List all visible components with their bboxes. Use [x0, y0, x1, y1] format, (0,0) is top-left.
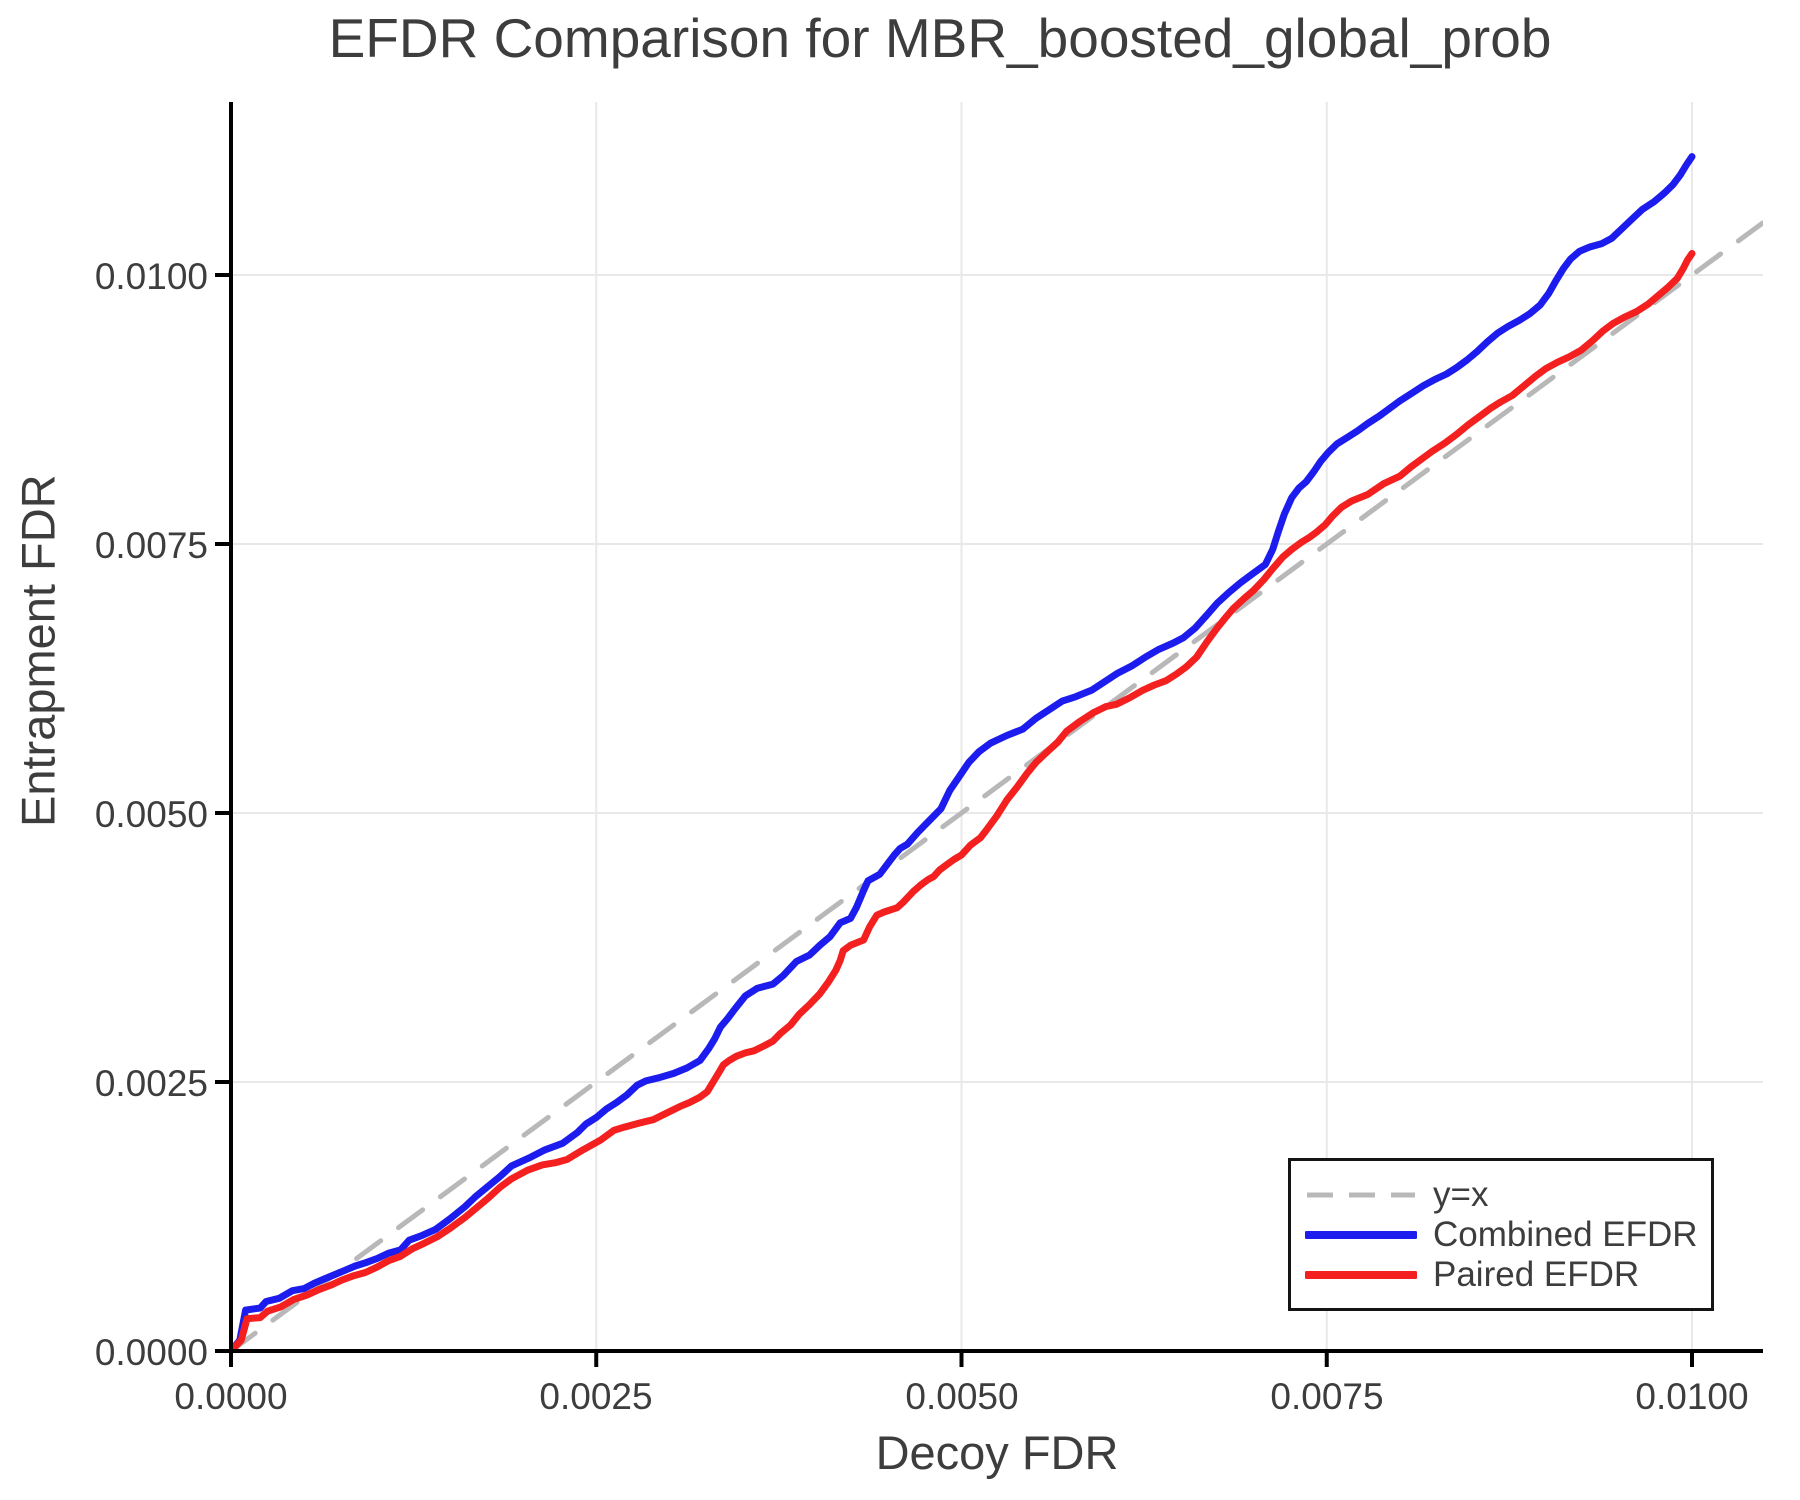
x-tick-label: 0.0000 [174, 1376, 288, 1417]
paired-efdr-line [231, 250, 1696, 1353]
legend-label: y=x [1433, 1174, 1489, 1214]
legend-label: Paired EFDR [1433, 1254, 1640, 1294]
series-lines [231, 153, 1763, 1353]
y-tick-label: 0.0000 [94, 1332, 208, 1373]
y-tick-label: 0.0100 [94, 256, 208, 297]
y-x-line [231, 219, 1763, 1353]
legend-item-combined: Combined EFDR [1305, 1214, 1711, 1254]
chart-title: EFDR Comparison for MBR_boosted_global_p… [328, 7, 1552, 69]
legend-item-paired: Paired EFDR [1305, 1254, 1711, 1294]
x-tick-label: 0.0075 [1270, 1376, 1384, 1417]
y-tick-label: 0.0075 [94, 525, 208, 566]
legend-item-identity: y=x [1305, 1174, 1711, 1214]
x-tick-label: 0.0025 [539, 1376, 653, 1417]
combined-efdr-line [231, 153, 1696, 1353]
y-axis-label: Entrapment FDR [11, 474, 65, 827]
legend: y=x Combined EFDR Paired EFDR [1288, 1158, 1714, 1311]
x-axis-label: Decoy FDR [875, 1426, 1119, 1479]
y-tick-label: 0.0050 [94, 794, 208, 835]
axes-spines [215, 102, 1763, 1367]
y-tick-label: 0.0025 [94, 1063, 208, 1104]
legend-label: Combined EFDR [1433, 1214, 1698, 1254]
solid-line-icon [1305, 1230, 1417, 1239]
x-tick-label: 0.0050 [905, 1376, 1019, 1417]
x-tick-label: 0.0100 [1635, 1376, 1749, 1417]
solid-line-icon [1305, 1270, 1417, 1279]
dashed-line-icon [1307, 1192, 1415, 1197]
